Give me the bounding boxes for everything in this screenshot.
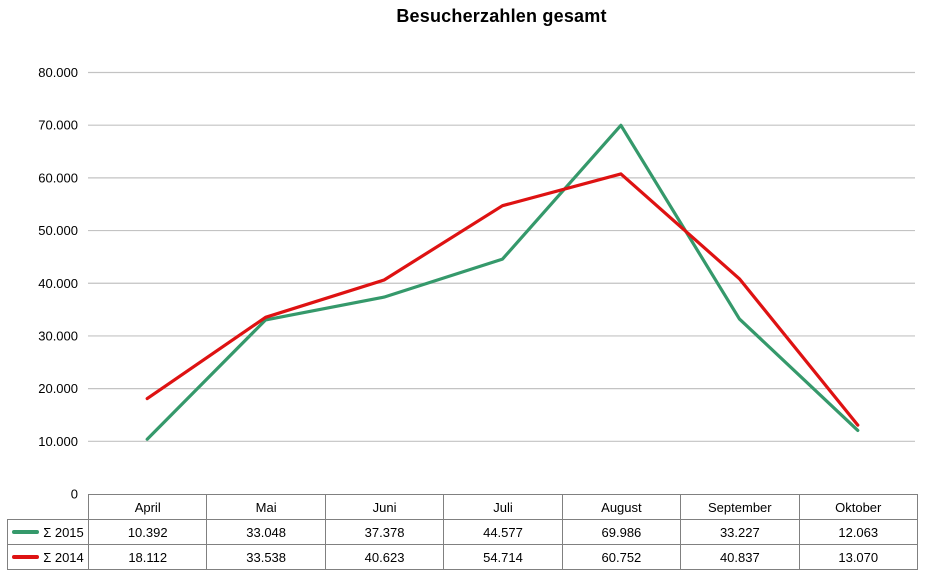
table-header-month: September bbox=[680, 494, 800, 520]
y-axis-tick-label: 0 bbox=[71, 487, 78, 502]
table-value-cell: 54.714 bbox=[443, 544, 563, 570]
y-axis-tick-label: 60.000 bbox=[38, 170, 78, 185]
y-axis-tick-label: 70.000 bbox=[38, 118, 78, 133]
legend-marker-2015 bbox=[12, 530, 40, 534]
table-header-month: Mai bbox=[206, 494, 326, 520]
y-axis-tick-label: 20.000 bbox=[38, 381, 78, 396]
table-value-cell: 44.577 bbox=[443, 519, 563, 545]
table-value-cell: 40.837 bbox=[680, 544, 800, 570]
table-value-cell: 12.063 bbox=[798, 519, 918, 545]
table-row: Σ 2014 18.112 33.538 40.623 54.714 60.752 40.8… bbox=[7, 544, 918, 570]
legend-column-spacer bbox=[8, 495, 89, 520]
table-value-cell: 60.752 bbox=[561, 544, 682, 570]
data-table: April Mai Juni Juli August September Oktober Σ… bbox=[7, 494, 918, 570]
y-axis-tick-label: 30.000 bbox=[38, 328, 78, 343]
legend-marker-2014 bbox=[12, 555, 40, 559]
table-value-cell: 40.623 bbox=[324, 544, 445, 570]
table-value-cell: 33.538 bbox=[206, 544, 326, 570]
series-line-2014 bbox=[145, 172, 860, 427]
legend-cell: Σ 2014 bbox=[7, 544, 89, 570]
table-value-cell: 69.986 bbox=[561, 519, 682, 545]
y-axis-tick-label: 10.000 bbox=[38, 434, 78, 449]
table-value-cell: 13.070 bbox=[798, 544, 918, 570]
table-header-month: August bbox=[561, 494, 682, 520]
legend-label: Σ 2015 bbox=[43, 524, 84, 540]
table-header-month: Oktober bbox=[798, 494, 918, 520]
series-line-2015 bbox=[145, 123, 860, 441]
table-header-month: April bbox=[87, 494, 208, 520]
legend-label: Σ 2014 bbox=[43, 549, 84, 565]
table-header-month: Juli bbox=[443, 494, 563, 520]
y-axis-tick-label: 80.000 bbox=[38, 65, 78, 80]
table-value-cell: 18.112 bbox=[87, 544, 208, 570]
chart-title: Besucherzahlen gesamt bbox=[396, 6, 607, 26]
table-row: Σ 2015 10.392 33.048 37.378 44.577 69.986 33.2… bbox=[7, 519, 918, 545]
y-axis-tick-label: 40.000 bbox=[38, 276, 78, 291]
table-header-month: Juni bbox=[324, 494, 445, 520]
table-value-cell: 37.378 bbox=[324, 519, 445, 545]
y-axis-tick-label: 50.000 bbox=[38, 223, 78, 238]
table-value-cell: 33.227 bbox=[680, 519, 800, 545]
table-value-cell: 33.048 bbox=[206, 519, 326, 545]
table-value-cell: 10.392 bbox=[87, 519, 208, 545]
legend-cell: Σ 2015 bbox=[7, 519, 89, 545]
